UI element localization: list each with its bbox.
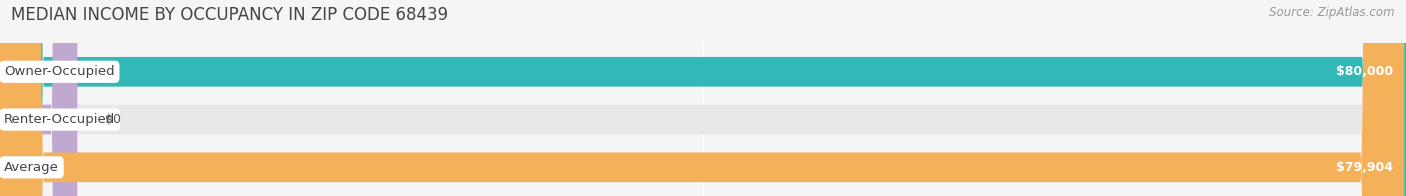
Text: MEDIAN INCOME BY OCCUPANCY IN ZIP CODE 68439: MEDIAN INCOME BY OCCUPANCY IN ZIP CODE 6…	[11, 6, 449, 24]
Text: $79,904: $79,904	[1336, 161, 1393, 174]
Text: Owner-Occupied: Owner-Occupied	[4, 65, 115, 78]
Text: Source: ZipAtlas.com: Source: ZipAtlas.com	[1270, 6, 1395, 19]
Text: Average: Average	[4, 161, 59, 174]
Text: $0: $0	[105, 113, 121, 126]
Text: Renter-Occupied: Renter-Occupied	[4, 113, 115, 126]
Text: $80,000: $80,000	[1336, 65, 1393, 78]
FancyBboxPatch shape	[0, 0, 77, 196]
